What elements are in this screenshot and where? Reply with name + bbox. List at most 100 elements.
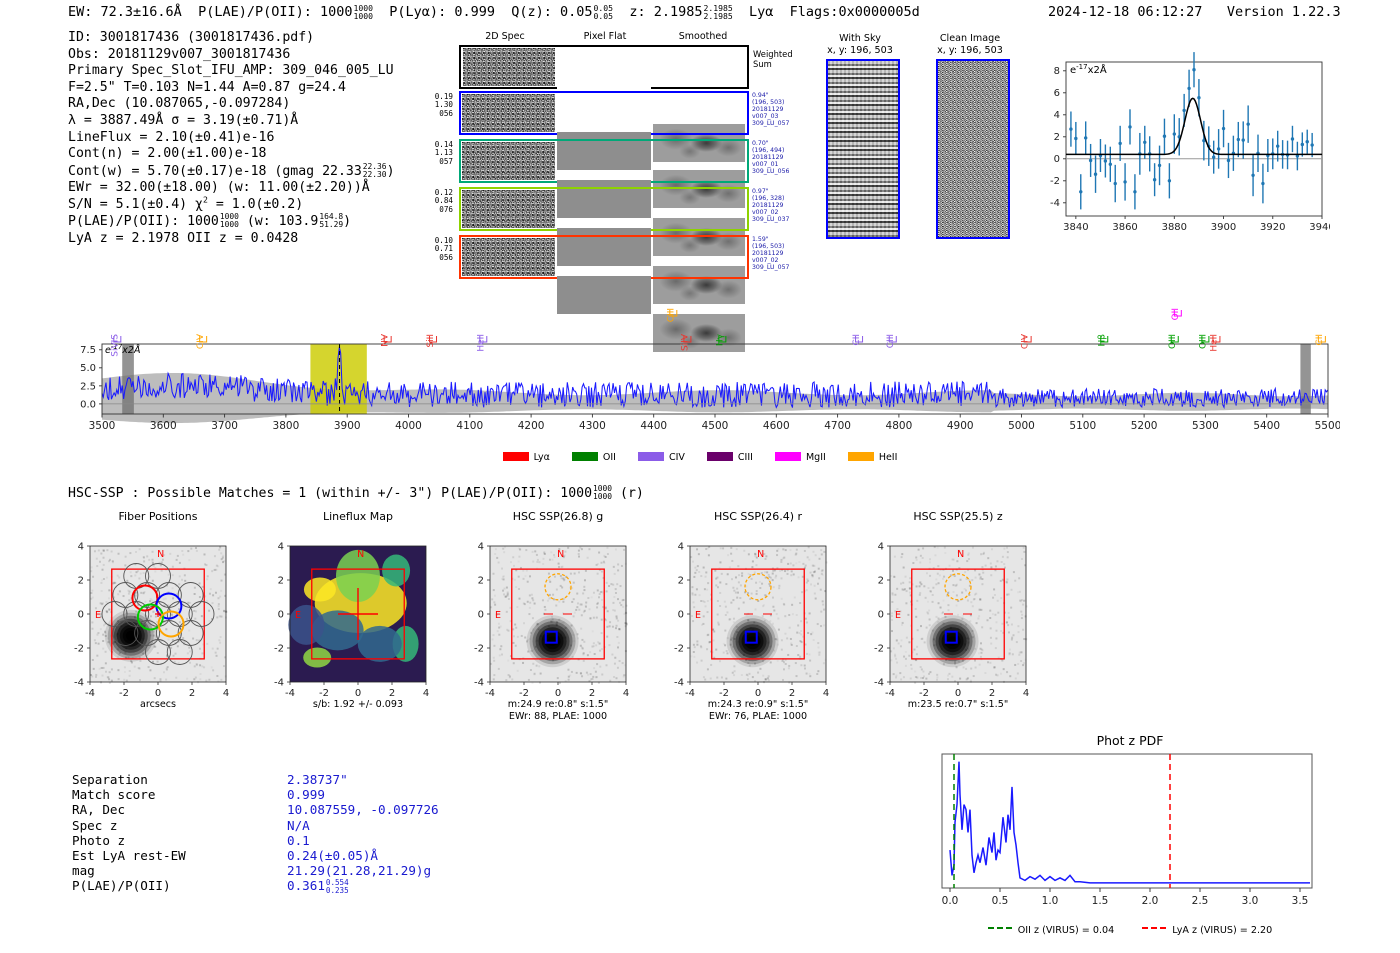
match-detail-table: Separation 2.38737" Match score 0.999 RA, De… bbox=[72, 772, 552, 902]
hsc-xtick: 0 bbox=[355, 688, 361, 699]
spectrum-legend-item: CIV bbox=[637, 452, 685, 463]
fiber-row-metadata: 0.97" (196, 328) 20181129 v007_02 309_LU_037 bbox=[752, 188, 812, 223]
legend-label: OII z (VIRUS) = 0.04 bbox=[1017, 925, 1115, 936]
linefit-ytick: 6 bbox=[1054, 88, 1060, 99]
qz-range: 0.05 0.05 bbox=[593, 3, 614, 22]
emission-line-label: CIV bbox=[1021, 333, 1031, 349]
hsc-xtick: 4 bbox=[623, 688, 629, 699]
emission-line-label: HeII bbox=[476, 334, 486, 352]
weighted-sum-row bbox=[459, 45, 749, 162]
spectrum-xtick: 4500 bbox=[702, 420, 729, 432]
hsc-xtick: 4 bbox=[223, 688, 229, 699]
fiber-row-weights: 0.14 1.13 057 bbox=[411, 140, 453, 166]
emission-line-label: Hγ bbox=[715, 333, 725, 346]
fiber-2dspec-image bbox=[462, 142, 555, 180]
info-line-obs: Obs: 20181129v007_3001817436 bbox=[68, 46, 291, 62]
photz-xtick: 1.5 bbox=[1092, 895, 1109, 907]
spectrum-xtick: 4900 bbox=[947, 420, 974, 432]
spectrum-xtick: 5200 bbox=[1131, 420, 1158, 432]
spectrum-legend-item: Lyα bbox=[502, 452, 550, 463]
cutout-1-title: Clean Image x, y: 196, 503 bbox=[937, 33, 1003, 56]
table-row-key: Separation bbox=[72, 772, 148, 787]
hsc-xtick: 4 bbox=[1023, 688, 1029, 699]
line-fit-plot: -4 -2 0 2 4 6 8 3840 3860 3880 3900 3920 3940 e-17x2Å bbox=[1030, 48, 1335, 253]
hsc-ytick: 2 bbox=[678, 575, 684, 586]
table-row-key: Match score bbox=[72, 787, 156, 803]
hsc-panel-sub1: arcsecs bbox=[139, 699, 177, 710]
emission-line-bracket bbox=[199, 336, 208, 343]
hsc-xtick: -4 bbox=[885, 688, 895, 699]
table-row-key: Spec z bbox=[72, 817, 118, 833]
spectrum-legend-item: CIII bbox=[706, 452, 753, 463]
hsc-ytick: -4 bbox=[674, 677, 684, 688]
hsc-ytick: -2 bbox=[674, 643, 684, 654]
hsc-xtick: 2 bbox=[789, 688, 795, 699]
hsc-panel: HSC SSP(25.5) z N E -4 -2 0 2 4 4 2 0 -2 -4 m:23.5 re… bbox=[858, 510, 1058, 725]
emission-line-marker: OIII bbox=[1168, 334, 1179, 349]
hsc-xtick: 0 bbox=[755, 688, 761, 699]
legend-swatch bbox=[502, 452, 529, 461]
emission-line-label: CIII bbox=[886, 334, 896, 348]
cutout-with-sky-image bbox=[826, 59, 900, 239]
fiber-smoothed-image bbox=[653, 170, 745, 208]
spectrum-xtick: 3600 bbox=[150, 420, 177, 432]
table-row: Match score 0.999 bbox=[72, 787, 552, 802]
linefit-xtick: 3860 bbox=[1112, 222, 1137, 233]
linefit-ytick: -2 bbox=[1050, 176, 1060, 187]
fiber-pixelflat-image bbox=[557, 180, 651, 218]
full-spectrum-plot: 0.0 2.5 5.0 7.5 3500 3600 3700 3800 3900 4000 4100… bbox=[60, 282, 1341, 447]
full-spectrum-svg: 0.0 2.5 5.0 7.5 3500 3600 3700 3800 3900 4000 4100… bbox=[80, 308, 1341, 432]
col-title-smoothed: Smoothed bbox=[678, 31, 728, 42]
fiber-meta-line: 309_LU_057 bbox=[752, 264, 790, 271]
fiber-row bbox=[459, 139, 749, 256]
spectrum-xtick: 4700 bbox=[824, 420, 851, 432]
fiber-row-metadata: 0.70" (196, 494) 20181129 v007_01 309_LU_056 bbox=[752, 140, 812, 175]
fiber-weight-value: 057 bbox=[439, 156, 453, 166]
hsc-xtick: 4 bbox=[823, 688, 829, 699]
emission-line-label: SiVIS bbox=[110, 334, 120, 357]
hsc-panel-sub1: m:24.3 re:0.9" s:1.5" bbox=[707, 699, 809, 710]
emission-line-marker: SiVIS bbox=[110, 334, 122, 357]
spectrum-xtick: 3800 bbox=[273, 420, 300, 432]
plya-label: P(Lyα): bbox=[389, 4, 447, 21]
table-row: P(LAE)/P(OII) 0.361 0.554 0.235 bbox=[72, 878, 552, 894]
hsc-panel-sub2: EWr: 88, PLAE: 1000 bbox=[508, 710, 608, 722]
spectrum-ytick: 7.5 bbox=[80, 345, 96, 356]
hsc-xtick: -2 bbox=[519, 688, 529, 699]
weighted-sum-2dspec-image bbox=[463, 48, 555, 86]
info-line-lineflux: LineFlux = 2.10(±0.41)e-16 bbox=[68, 129, 275, 145]
spectrum-ytick: 5.0 bbox=[80, 363, 96, 374]
emission-line-bracket bbox=[113, 336, 122, 343]
legend-dash-swatch bbox=[987, 927, 1012, 929]
col-title-2dspec: 2D Spec bbox=[485, 31, 525, 42]
emission-line-label: SiII bbox=[426, 334, 436, 348]
emission-line-bracket bbox=[1212, 336, 1221, 343]
spectrum-line-legend: Lyα OII CIV CIII MgII HeII bbox=[0, 452, 1400, 463]
spectrum-legend-item: HeII bbox=[847, 452, 897, 463]
photz-legend-item: LyA z (VIRUS) = 2.20 bbox=[1142, 925, 1272, 936]
fiber-meta-line: 309_LU_057 bbox=[752, 120, 790, 127]
hsc-ytick: 4 bbox=[278, 541, 284, 552]
qz-label: Q(z): bbox=[511, 4, 552, 21]
hsc-ytick: 0 bbox=[878, 609, 884, 620]
fiber-meta-line: 309_LU_056 bbox=[752, 168, 790, 175]
spectrum-xtick: 5400 bbox=[1253, 420, 1280, 432]
linefit-xtick: 3900 bbox=[1211, 222, 1236, 233]
spectrum-ytick: 2.5 bbox=[80, 381, 96, 392]
fiber-pixelflat-image bbox=[557, 228, 651, 266]
flags-value: Flags:0x0000005d bbox=[789, 4, 920, 21]
hsc-ytick: 0 bbox=[678, 609, 684, 620]
hsc-ytick: -4 bbox=[474, 677, 484, 688]
table-row: Spec z N/A bbox=[72, 818, 552, 833]
info-line-primary-spec: Primary Spec_Slot_IFU_AMP: 309_046_005_L… bbox=[68, 63, 394, 79]
hsc-ytick: 2 bbox=[78, 575, 84, 586]
emission-line-bracket bbox=[1201, 336, 1210, 343]
emission-line-bracket bbox=[669, 310, 678, 317]
fiber-weight-value: 1.30 bbox=[434, 100, 453, 110]
z-range: 2.1985 2.1985 bbox=[703, 3, 733, 22]
emission-line-bracket bbox=[479, 336, 488, 343]
hsc-panel-svg: N E -4 -2 0 2 4 4 2 0 -2 -4 bbox=[874, 541, 1029, 699]
table-row: RA, Dec 10.087559, -0.097726 bbox=[72, 802, 552, 817]
hsc-xtick: -4 bbox=[485, 688, 495, 699]
compass-north-label: N bbox=[357, 549, 364, 560]
